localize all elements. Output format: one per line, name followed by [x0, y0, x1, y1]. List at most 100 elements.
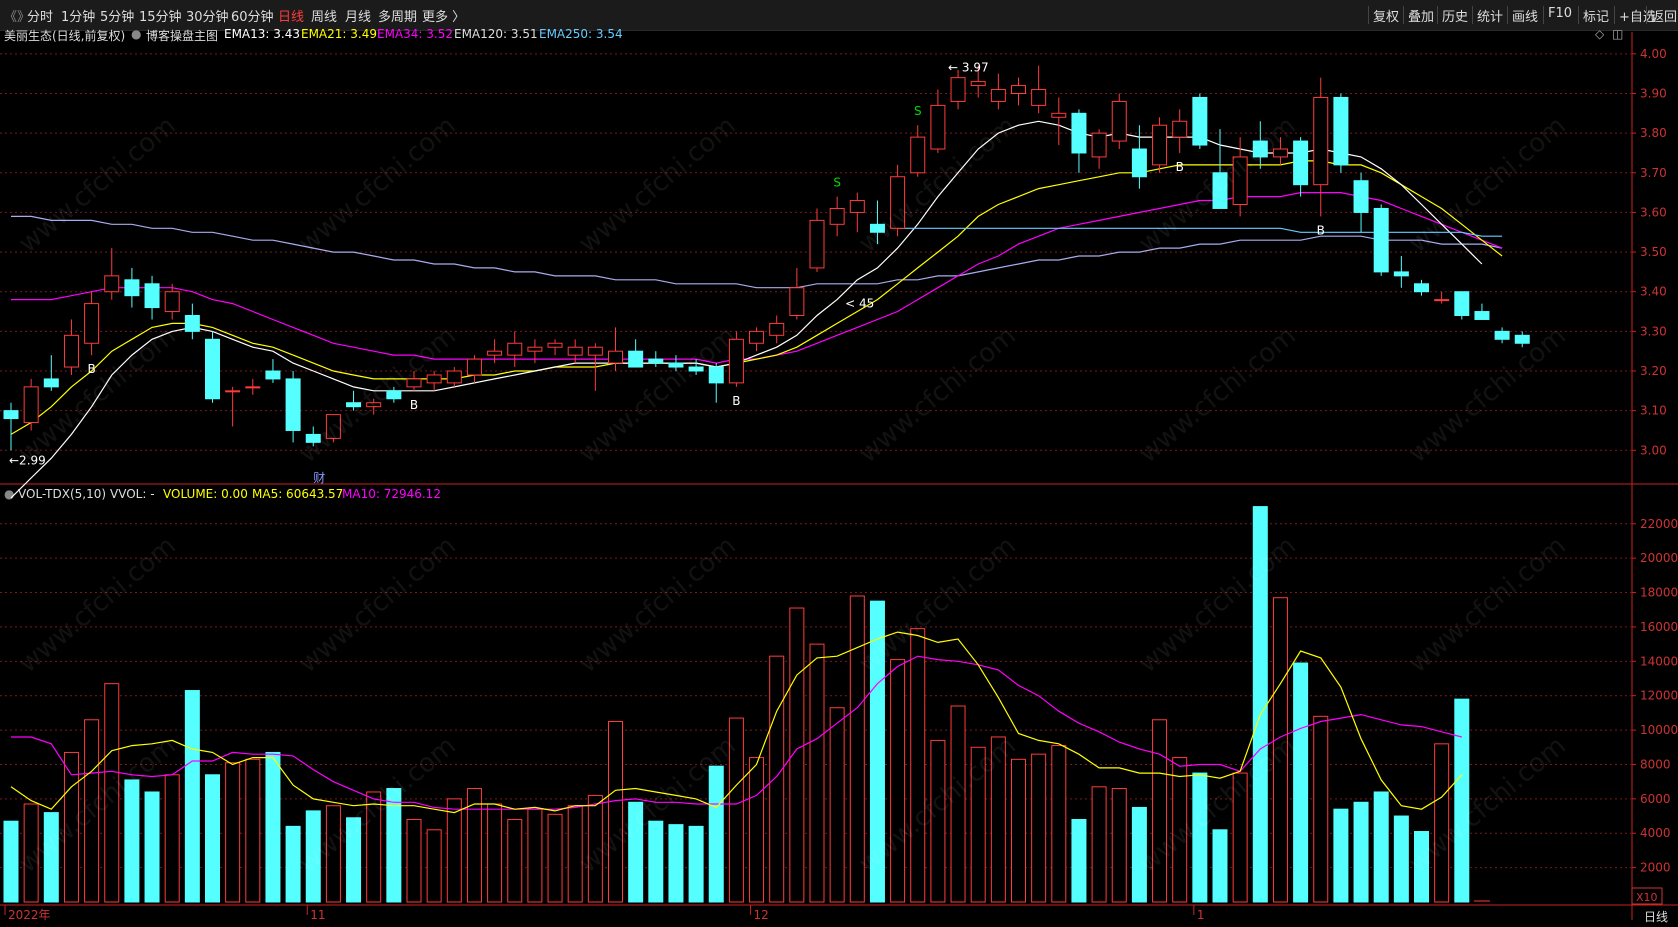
period-tab-7[interactable]: 周线	[311, 10, 338, 25]
candle-body	[587, 346, 603, 356]
ma10-legend: MA10: 72946.12	[342, 487, 441, 501]
price-tick-label: 3.20	[1640, 364, 1667, 378]
volume-bar	[325, 805, 341, 903]
volume-bar	[124, 779, 140, 903]
period-tab-5[interactable]: 60分钟	[231, 10, 274, 25]
toolbar-button-1[interactable]: 叠加	[1408, 10, 1435, 25]
volume-bar	[1393, 815, 1409, 903]
volume-bar	[1172, 757, 1188, 903]
volume-bar	[950, 705, 966, 903]
volume-bar	[1252, 506, 1268, 903]
volume-bar	[829, 707, 845, 903]
volume-bar	[749, 757, 765, 903]
volume-bar	[487, 803, 503, 903]
candle-body	[769, 322, 785, 336]
period-tab-1[interactable]: 1分钟	[61, 10, 96, 25]
toolbar-separator	[1543, 6, 1544, 24]
candle-body	[789, 287, 805, 316]
volume-tick-label: 16000	[1640, 620, 1678, 634]
volume-bar	[265, 751, 281, 903]
candle-body	[426, 374, 442, 384]
volume-bar	[386, 788, 402, 903]
toolbar-button-3[interactable]: 统计	[1477, 10, 1504, 25]
volume-bar	[708, 765, 724, 903]
period-tab-0[interactable]: 分时	[27, 10, 54, 25]
candle-body	[1393, 271, 1409, 277]
candle-body	[265, 370, 281, 380]
volume-indicator-name[interactable]: VOL-TDX(5,10)	[18, 487, 107, 501]
toolbar-separator	[1614, 6, 1615, 24]
candle-body	[124, 279, 140, 297]
candle-body	[184, 315, 200, 332]
price-tick-label: 3.50	[1640, 245, 1667, 259]
volume-toggle-icon[interactable]: ●	[4, 487, 15, 501]
candle-body	[1434, 299, 1450, 302]
candle-body	[1091, 132, 1107, 158]
annotation-event: 财	[313, 471, 325, 485]
period-tab-10[interactable]: 更多 〉	[422, 10, 466, 25]
volume-tick-label: 18000	[1640, 586, 1678, 600]
volume-tick-label: 20000	[1640, 551, 1678, 565]
candle-body	[305, 433, 321, 443]
toolbar-button-8[interactable]: 返回	[1651, 10, 1678, 25]
volume-bar	[1272, 597, 1288, 903]
candle-body	[1051, 112, 1067, 118]
ema34-legend: EMA34: 3.52	[377, 27, 453, 41]
volume-bar	[587, 794, 603, 903]
volume-bar	[104, 683, 120, 903]
price-tick-label: 3.00	[1640, 443, 1667, 457]
volume-bar	[1293, 662, 1309, 903]
ema21-line	[10, 160, 1503, 435]
toolbar-button-4[interactable]: 画线	[1512, 10, 1539, 25]
volume-bar	[910, 628, 926, 903]
candle-body	[104, 275, 120, 293]
period-tab-4[interactable]: 30分钟	[186, 10, 229, 25]
period-tab-6[interactable]: 日线	[278, 10, 305, 25]
toolbar-button-6[interactable]: 标记	[1583, 10, 1610, 25]
signal-B: B	[87, 362, 95, 376]
period-tab-8[interactable]: 月线	[345, 10, 372, 25]
candle-body	[527, 346, 543, 352]
volume-bar	[668, 824, 684, 903]
toolbar-button-5[interactable]: F10	[1548, 6, 1573, 21]
volume-bar	[648, 820, 664, 903]
volume-bar	[245, 758, 261, 903]
toolbar-separator	[1507, 6, 1508, 24]
volume-bar	[1414, 831, 1429, 903]
toolbar-separator	[1646, 6, 1647, 24]
candle-body	[628, 350, 644, 368]
indicator-name[interactable]: 博客操盘主图	[146, 29, 219, 43]
candle-body	[970, 81, 986, 87]
candle-body	[446, 370, 462, 384]
volume-bar	[426, 829, 442, 903]
toolbar-button-2[interactable]: 历史	[1442, 10, 1469, 25]
volume-ma5-line	[10, 631, 1463, 814]
diamond-icon[interactable]: ◇	[1595, 27, 1605, 41]
candle-body	[829, 207, 845, 225]
toolbar-separator	[1403, 6, 1404, 24]
time-tick-label: 12	[754, 908, 769, 922]
volume-bar	[869, 600, 885, 903]
candle-body	[346, 402, 362, 408]
volume-value-legend: VOLUME: 0.00	[163, 487, 248, 501]
ma5-legend: MA5: 60643.57	[252, 487, 344, 501]
period-tab-9[interactable]: 多周期	[378, 10, 418, 25]
volume-bar	[305, 810, 321, 903]
volume-bar	[446, 798, 462, 903]
nav-arrows-icon[interactable]: 《》	[4, 10, 31, 25]
price-tick-label: 3.30	[1640, 324, 1667, 338]
candle-body	[23, 386, 39, 424]
indicator-toggle-icon[interactable]: ●	[131, 27, 142, 41]
volume-bar	[43, 812, 59, 903]
candle-body	[1192, 96, 1208, 146]
volume-bar	[1051, 745, 1067, 903]
period-tab-3[interactable]: 15分钟	[139, 10, 182, 25]
stock-title: 美丽生态(日线,前复权)	[4, 29, 126, 43]
period-tab-2[interactable]: 5分钟	[100, 10, 135, 25]
toolbar-button-0[interactable]: 复权	[1373, 10, 1400, 25]
volume-bar	[1071, 818, 1087, 903]
volume-tick-label: 8000	[1640, 757, 1671, 771]
volume-tick-label: 12000	[1640, 689, 1678, 703]
window-icon[interactable]: ◫	[1612, 27, 1624, 41]
